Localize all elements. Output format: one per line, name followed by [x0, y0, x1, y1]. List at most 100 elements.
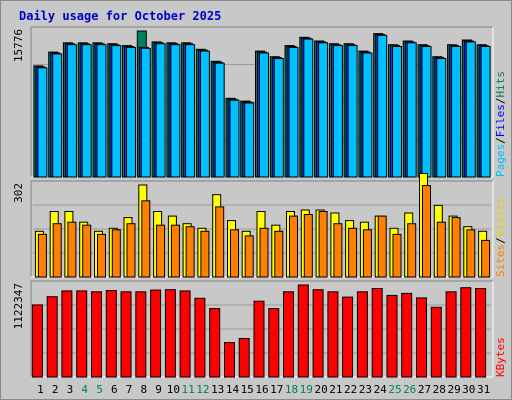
bar-pages-day-3: [66, 44, 77, 178]
panel-visits-legend: Sites/Visits: [494, 198, 507, 278]
bar-sites-day-26: [407, 223, 417, 278]
bar-pages-day-17: [273, 58, 284, 178]
bar-sites-day-24: [377, 215, 387, 278]
bar-kbytes-day-25: [386, 294, 398, 378]
bar-sites-day-22: [348, 227, 358, 278]
bar-kbytes-day-27: [416, 297, 427, 378]
bar-sites-day-11: [185, 226, 195, 278]
bar-kbytes-day-9: [150, 289, 162, 378]
bar-pages-day-29: [451, 46, 462, 178]
bar-kbytes-day-29: [445, 291, 457, 378]
x-tick-label-day-29: 29: [447, 383, 460, 396]
legend-separator: /: [494, 98, 507, 105]
bar-pages-day-6: [111, 45, 122, 178]
bar-sites-day-3: [67, 221, 77, 278]
bar-pages-day-28: [436, 58, 447, 178]
panel-kbytes-ymax-label: 1122347: [12, 283, 25, 329]
bar-pages-day-16: [259, 52, 269, 178]
bar-pages-day-5: [96, 44, 107, 178]
bar-pages-day-2: [52, 53, 63, 178]
x-tick-label-day-14: 14: [226, 383, 240, 396]
x-tick-label-day-28: 28: [433, 383, 446, 396]
bar-pages-day-27: [421, 46, 432, 178]
bar-pages-day-9: [155, 43, 166, 178]
panel-kbytes-legend: KBytes: [494, 337, 507, 377]
bar-kbytes-day-1: [31, 304, 43, 378]
x-tick-label-day-20: 20: [314, 383, 327, 396]
bar-kbytes-day-17: [268, 308, 280, 378]
bar-pages-day-23: [362, 52, 373, 178]
legend-separator: /: [494, 237, 507, 244]
x-tick-label-day-7: 7: [126, 383, 133, 396]
bar-sites-day-16: [259, 227, 269, 278]
bar-pages-day-31: [480, 46, 491, 178]
x-tick-label-day-25: 25: [388, 383, 401, 396]
bar-sites-day-13: [215, 206, 225, 278]
x-tick-label-day-15: 15: [241, 383, 254, 396]
bar-kbytes-day-10: [164, 289, 176, 378]
bar-sites-day-21: [333, 223, 343, 278]
bar-sites-day-15: [244, 235, 254, 278]
bar-sites-day-1: [37, 233, 47, 278]
chart-title: Daily usage for October 2025: [19, 9, 221, 23]
bar-pages-day-13: [214, 62, 225, 178]
bar-sites-day-5: [97, 233, 106, 278]
bar-pages-day-11: [185, 44, 196, 178]
panel-visits-ymax-label: 302: [12, 183, 25, 203]
x-tick-label-day-27: 27: [418, 383, 431, 396]
bar-pages-day-12: [199, 50, 210, 178]
bar-pages-day-21: [332, 45, 343, 178]
bar-kbytes-day-7: [120, 291, 132, 378]
bar-pages-day-4: [81, 44, 92, 178]
bar-pages-day-24: [377, 34, 388, 178]
x-tick-label-day-13: 13: [211, 383, 224, 396]
bar-sites-day-6: [111, 229, 121, 278]
bar-pages-day-14: [229, 99, 240, 178]
panel-hits-legend: Pages/Files/Hits: [494, 71, 507, 177]
x-tick-label-day-11: 11: [181, 383, 194, 396]
bar-sites-day-4: [82, 224, 92, 278]
bar-kbytes-day-15: [238, 338, 250, 378]
bar-sites-day-18: [289, 215, 298, 278]
x-tick-label-day-31: 31: [477, 383, 490, 396]
bar-sites-day-30: [466, 229, 476, 278]
x-tick-label-day-21: 21: [329, 383, 342, 396]
x-tick-label-day-16: 16: [255, 383, 268, 396]
bar-kbytes-day-31: [475, 288, 487, 378]
bar-pages-day-19: [303, 38, 314, 178]
bar-sites-day-7: [126, 223, 136, 278]
bar-kbytes-day-20: [312, 289, 324, 378]
bar-sites-day-20: [318, 211, 328, 278]
bar-sites-day-19: [303, 214, 313, 278]
bar-sites-day-12: [200, 230, 210, 278]
bar-pages-day-7: [126, 46, 136, 178]
bar-sites-day-17: [274, 230, 284, 278]
x-tick-label-day-10: 10: [167, 383, 180, 396]
bar-sites-day-10: [170, 224, 180, 278]
bar-kbytes-day-13: [209, 308, 221, 378]
x-tick-label-day-12: 12: [196, 383, 209, 396]
bar-sites-day-31: [481, 239, 491, 278]
legend-files: Files: [494, 104, 507, 137]
x-tick-label-day-24: 24: [374, 383, 388, 396]
bar-kbytes-day-22: [342, 296, 354, 378]
x-tick-label-day-19: 19: [300, 383, 313, 396]
bar-kbytes-day-16: [253, 300, 265, 378]
bar-kbytes-day-18: [283, 291, 294, 378]
bar-sites-day-25: [392, 233, 402, 278]
bar-kbytes-day-12: [194, 297, 206, 378]
x-tick-label-day-22: 22: [344, 383, 357, 396]
bar-pages-day-15: [244, 102, 255, 178]
bar-sites-day-8: [141, 200, 151, 278]
bar-kbytes-day-6: [105, 290, 117, 378]
x-tick-label-day-30: 30: [462, 383, 475, 396]
bar-kbytes-day-5: [91, 291, 102, 378]
bar-kbytes-day-30: [460, 287, 472, 378]
bar-pages-day-20: [318, 42, 329, 178]
bar-kbytes-day-26: [401, 292, 413, 378]
bar-kbytes-day-8: [135, 291, 147, 378]
x-tick-label-day-8: 8: [140, 383, 147, 396]
x-tick-label-day-4: 4: [81, 383, 88, 396]
